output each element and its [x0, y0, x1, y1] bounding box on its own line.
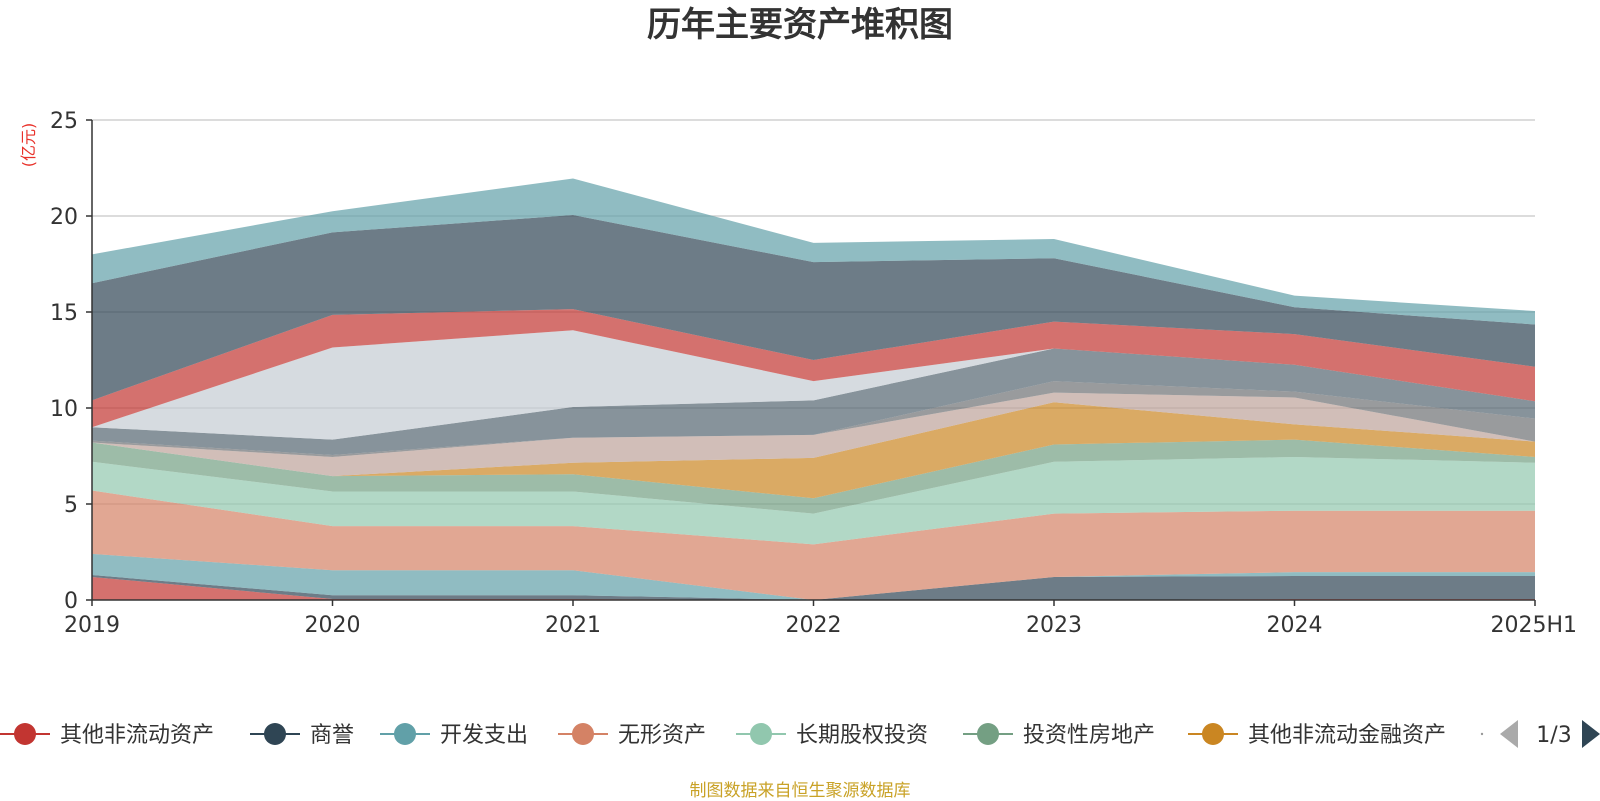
x-tick-label: 2022: [786, 613, 842, 638]
legend-marker: [14, 723, 36, 745]
x-tick-label: 2023: [1026, 613, 1082, 638]
y-tick-label: 20: [50, 205, 78, 230]
area-series-3: [92, 490, 1535, 600]
legend-item[interactable]: 无形资产: [558, 723, 706, 748]
area-series-9: [92, 348, 1535, 456]
area-series-13: [92, 178, 1535, 325]
legend-item[interactable]: 其他非流动资产: [0, 723, 214, 748]
area-series-5: [92, 439, 1535, 514]
legend-label: 无形资产: [618, 723, 706, 748]
x-tick-label: 2021: [545, 613, 601, 638]
y-tick-label: 5: [64, 493, 78, 518]
legend-marker: [1202, 723, 1224, 745]
chart-title: 历年主要资产堆积图: [647, 5, 953, 45]
legend: 其他非流动资产 商誉 开发支出 无形资产 长期股权投资 投资性房地产 其他非流动金融资产 1/…: [0, 720, 1600, 748]
legend-marker: [750, 723, 772, 745]
legend-label: 投资性房地产: [1023, 723, 1155, 748]
legend-label: 长期股权投资: [796, 723, 928, 748]
legend-ellipsis-dot: [1480, 732, 1484, 736]
legend-marker: [977, 723, 999, 745]
legend-page-indicator: 1/3: [1536, 723, 1571, 748]
y-axis-unit-label: (亿元): [19, 123, 38, 168]
legend-item[interactable]: 投资性房地产: [963, 723, 1155, 748]
legend-label: 开发支出: [440, 723, 528, 748]
legend-label: 其他非流动资产: [60, 723, 214, 748]
area-series-1: [92, 575, 1535, 600]
triangle-right-icon[interactable]: [1582, 720, 1600, 748]
legend-item[interactable]: 商誉: [250, 723, 354, 748]
y-tick-label: 10: [50, 397, 78, 422]
legend-label: 商誉: [310, 723, 354, 748]
x-tick-label: 2024: [1267, 613, 1323, 638]
area-series-12: [92, 215, 1535, 401]
legend-label: 其他非流动金融资产: [1248, 723, 1446, 748]
area-series-8: [92, 381, 1535, 457]
area-series-0: [92, 576, 1535, 600]
area-series-2: [92, 553, 1535, 600]
area-series-4: [92, 456, 1535, 545]
y-tick-label: 25: [50, 109, 78, 134]
x-tick-label: 2025H1: [1490, 613, 1577, 638]
stacked-areas: [92, 178, 1535, 600]
area-series-7: [92, 392, 1535, 477]
y-tick-label: 0: [64, 589, 78, 614]
triangle-left-icon[interactable]: [1500, 720, 1518, 748]
axes: 0 5 10 15 20 25 2019 2020 2021 2022 2023 2024 2025H1: [50, 109, 1577, 638]
legend-item[interactable]: 开发支出: [380, 723, 528, 748]
x-tick-label: 2020: [305, 613, 361, 638]
x-tick-label: 2019: [64, 613, 120, 638]
legend-item[interactable]: 其他非流动金融资产: [1188, 723, 1446, 748]
area-series-6: [92, 402, 1535, 499]
area-series-10: [92, 330, 1535, 440]
area-series-11: [92, 309, 1535, 428]
legend-marker: [394, 723, 416, 745]
legend-marker: [572, 723, 594, 745]
y-tick-label: 15: [50, 301, 78, 326]
legend-item[interactable]: 长期股权投资: [736, 723, 928, 748]
legend-marker: [264, 723, 286, 745]
data-source-footer: 制图数据来自恒生聚源数据库: [689, 781, 911, 801]
